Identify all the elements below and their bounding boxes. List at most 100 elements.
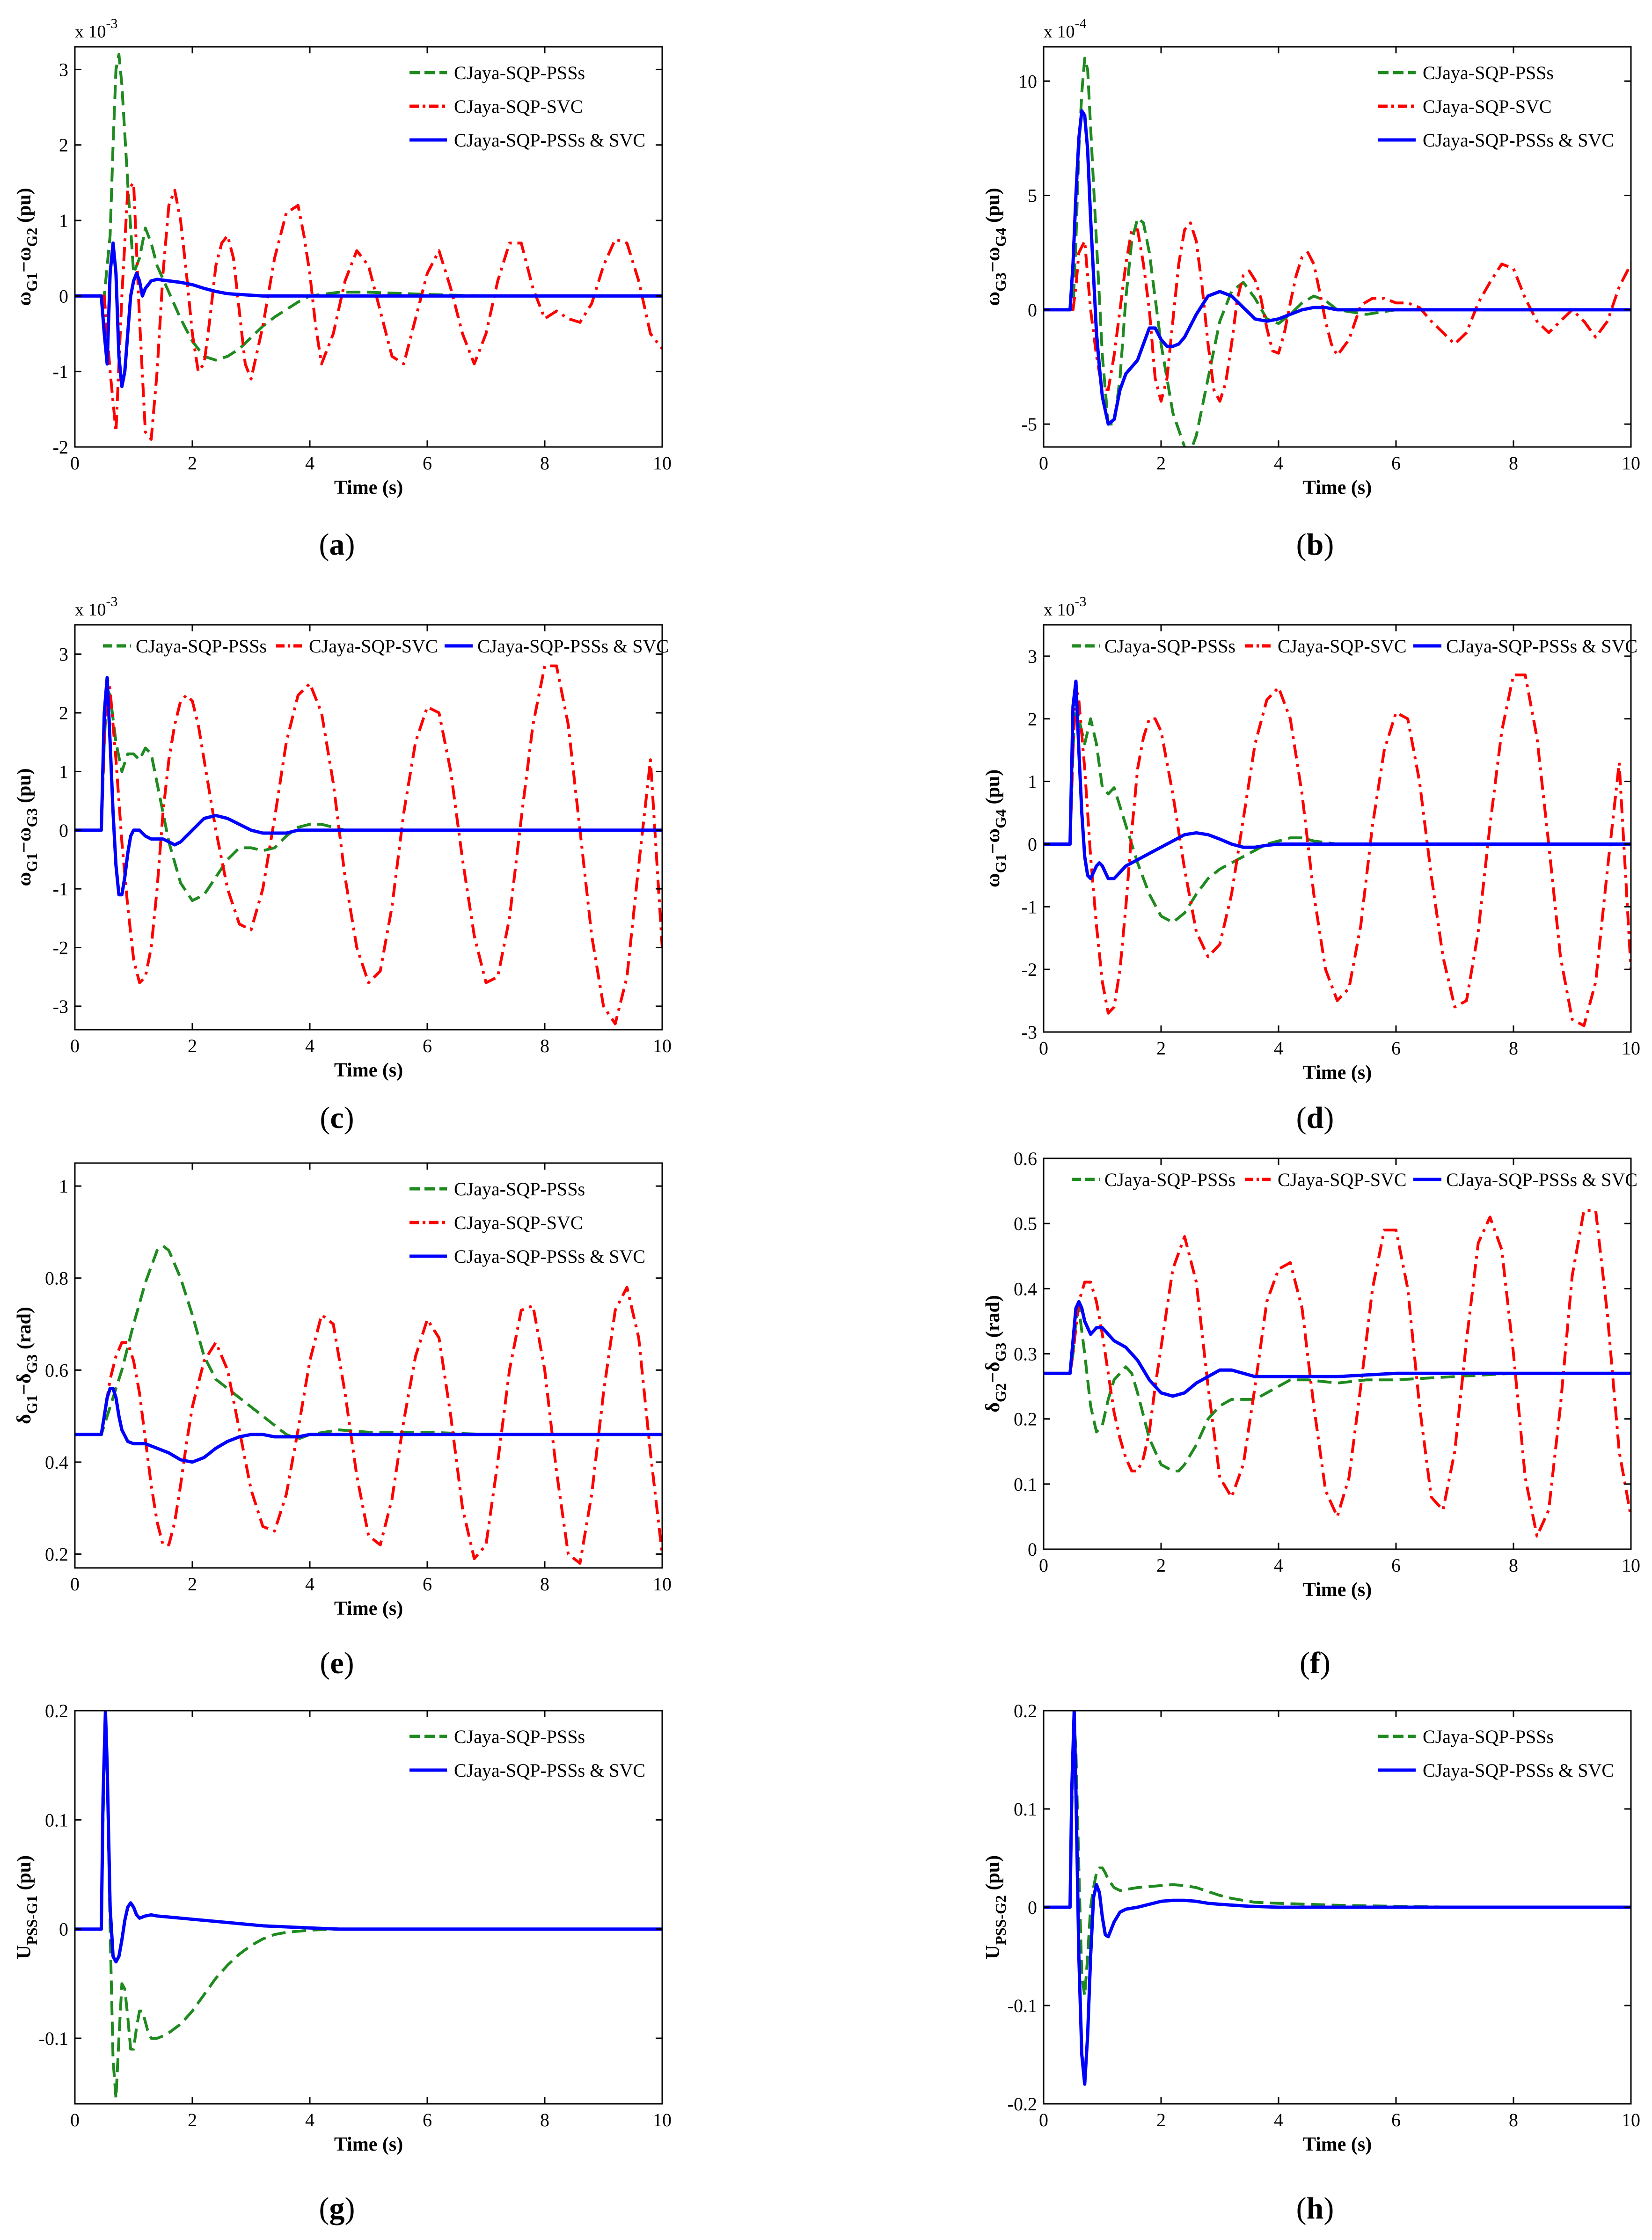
series-line-d-pss <box>1044 692 1631 924</box>
chart-panel-f: 0 2 4 6 8 10 0 0.1 0.2 0.3 0.4 0.5 0.6 Time (s) δG2−δG… <box>982 1148 1640 1680</box>
axis-box-a <box>74 46 663 448</box>
legend-label-d: CJaya-SQP-SVC <box>1278 636 1407 657</box>
y-tick-label-f: 0.3 <box>1014 1344 1037 1365</box>
series-line-f-pss <box>1044 1307 1631 1472</box>
legend-label-a: CJaya-SQP-SVC <box>454 96 583 117</box>
y-tick-label-d: -2 <box>1022 959 1037 980</box>
x-tick-label-b: 6 <box>1391 453 1401 474</box>
legend-label-b: CJaya-SQP-SVC <box>1423 96 1552 117</box>
panel-label-c: (c) <box>320 1101 354 1135</box>
y-tick-label-e: 1 <box>59 1176 68 1197</box>
exponent-label-d: x 10-3 <box>1044 594 1087 620</box>
y-tick-label-a: 0 <box>59 285 68 307</box>
legend-label-d: CJaya-SQP-PSSs & SVC <box>1446 636 1637 657</box>
y-tick-label-f: 0.5 <box>1014 1213 1037 1234</box>
legend-label-c: CJaya-SQP-PSSs & SVC <box>477 636 669 657</box>
chart-panel-d: 0 2 4 6 8 10 -3 -2 -1 0 1 2 3 x 10-3 Time (s) ωG1−ωG4 (… <box>982 594 1640 1135</box>
y-tick-label-d: 2 <box>1028 709 1037 730</box>
x-tick-label-c: 4 <box>305 1035 314 1056</box>
x-tick-label-a: 0 <box>70 453 80 474</box>
x-tick-label-e: 0 <box>70 1574 80 1595</box>
y-tick-label-c: 2 <box>59 703 68 724</box>
y-tick-label-g: 0 <box>59 1919 68 1940</box>
series-line-e-pss <box>75 1244 662 1441</box>
y-axis-label-g: UPSS-G1 (pu) <box>14 1855 40 1959</box>
x-tick-label-f: 6 <box>1391 1555 1401 1576</box>
x-tick-label-h: 6 <box>1391 2109 1401 2130</box>
series-line-c-pss <box>75 688 662 902</box>
panel-label-a: (a) <box>319 527 355 562</box>
x-axis-label-e: Time (s) <box>334 1598 403 1619</box>
y-tick-label-c: -2 <box>53 937 68 958</box>
legend-label-g: CJaya-SQP-PSSs <box>454 1726 585 1747</box>
x-tick-label-g: 0 <box>70 2109 80 2130</box>
x-tick-label-c: 6 <box>423 1035 432 1056</box>
chart-panel-g: 0 2 4 6 8 10 -0.1 0 0.1 0.2 Time (s) UPSS-G1 (pu) CJ… <box>14 1700 672 2225</box>
y-tick-label-e: 0.4 <box>45 1452 68 1473</box>
y-tick-label-c: 0 <box>59 820 68 841</box>
x-tick-label-b: 2 <box>1156 453 1166 474</box>
y-tick-label-h: 0.1 <box>1014 1799 1037 1820</box>
y-tick-label-g: 0.2 <box>45 1700 68 1721</box>
legend-label-h: CJaya-SQP-PSSs <box>1423 1726 1554 1747</box>
y-axis-label-d: ωG1−ωG4 (pu) <box>982 769 1009 887</box>
chart-panel-a: 0 2 4 6 8 10 -2 -1 0 1 2 3 x 10-3 Time (s) ωG1−ωG2 (pu… <box>14 16 672 562</box>
x-tick-label-d: 8 <box>1509 1038 1518 1059</box>
legend-label-f: CJaya-SQP-PSSs <box>1104 1169 1235 1190</box>
x-tick-label-g: 8 <box>540 2109 549 2130</box>
x-tick-label-d: 10 <box>1622 1038 1640 1059</box>
x-tick-label-a: 8 <box>540 453 549 474</box>
y-tick-label-a: 3 <box>59 59 68 80</box>
y-tick-label-c: -3 <box>53 996 68 1017</box>
x-tick-label-g: 2 <box>188 2109 197 2130</box>
x-tick-label-f: 2 <box>1156 1555 1166 1576</box>
y-tick-label-a: 2 <box>59 135 68 156</box>
legend-label-c: CJaya-SQP-PSSs <box>136 636 267 657</box>
x-tick-label-e: 6 <box>423 1574 432 1595</box>
series-line-d-both <box>1044 680 1631 880</box>
axis-box-g <box>74 1710 663 2105</box>
x-tick-label-c: 10 <box>653 1035 672 1056</box>
y-tick-label-a: -2 <box>53 437 68 458</box>
x-axis-label-d: Time (s) <box>1303 1062 1372 1083</box>
y-tick-label-b: 0 <box>1028 300 1037 321</box>
y-axis-label-a: ωG1−ωG2 (pu) <box>14 188 40 306</box>
y-axis-label-c: ωG1−ωG3 (pu) <box>14 768 40 886</box>
x-tick-label-e: 10 <box>653 1574 672 1595</box>
series-line-f-svc <box>1044 1209 1631 1538</box>
exponent-label-b: x 10-4 <box>1044 16 1087 42</box>
series-line-h-pss <box>1044 1719 1631 1997</box>
series-line-a-both <box>75 241 662 388</box>
series-line-b-both <box>1044 109 1631 426</box>
series-line-h-both <box>1044 1711 1631 2086</box>
series-line-e-svc <box>75 1286 662 1565</box>
y-tick-label-g: -0.1 <box>39 2028 68 2049</box>
y-axis-label-h: UPSS-G2 (pu) <box>982 1855 1009 1959</box>
panel-label-h: (h) <box>1296 2191 1334 2225</box>
x-tick-label-h: 10 <box>1622 2109 1640 2130</box>
exponent-label-a: x 10-3 <box>75 16 118 42</box>
x-tick-label-c: 8 <box>540 1035 549 1056</box>
x-tick-label-b: 0 <box>1039 453 1048 474</box>
x-tick-label-f: 8 <box>1509 1555 1518 1576</box>
x-tick-label-c: 2 <box>188 1035 197 1056</box>
y-tick-label-d: 1 <box>1028 771 1037 792</box>
x-tick-label-d: 6 <box>1391 1038 1401 1059</box>
legend-label-d: CJaya-SQP-PSSs <box>1104 636 1235 657</box>
x-axis-label-f: Time (s) <box>1303 1579 1372 1601</box>
panel-label-b: (b) <box>1296 527 1334 562</box>
x-tick-label-e: 8 <box>540 1574 549 1595</box>
x-tick-label-h: 0 <box>1039 2109 1048 2130</box>
y-tick-label-d: 3 <box>1028 646 1037 667</box>
x-tick-label-e: 4 <box>305 1574 314 1595</box>
y-tick-label-b: -5 <box>1022 414 1037 435</box>
y-tick-label-d: -3 <box>1022 1022 1037 1043</box>
panel-label-e: (e) <box>320 1646 354 1680</box>
axis-box-c <box>74 624 663 1031</box>
chart-panel-e: 0 2 4 6 8 10 0.2 0.4 0.6 0.8 1 Time (s) δG1−δG3 (rad… <box>14 1162 672 1680</box>
x-tick-label-f: 0 <box>1039 1555 1048 1576</box>
chart-panel-h: 0 2 4 6 8 10 -0.2 -0.1 0 0.1 0.2 Time (s) UPSS-G2 (p… <box>982 1700 1640 2225</box>
y-tick-label-d: -1 <box>1022 896 1037 917</box>
